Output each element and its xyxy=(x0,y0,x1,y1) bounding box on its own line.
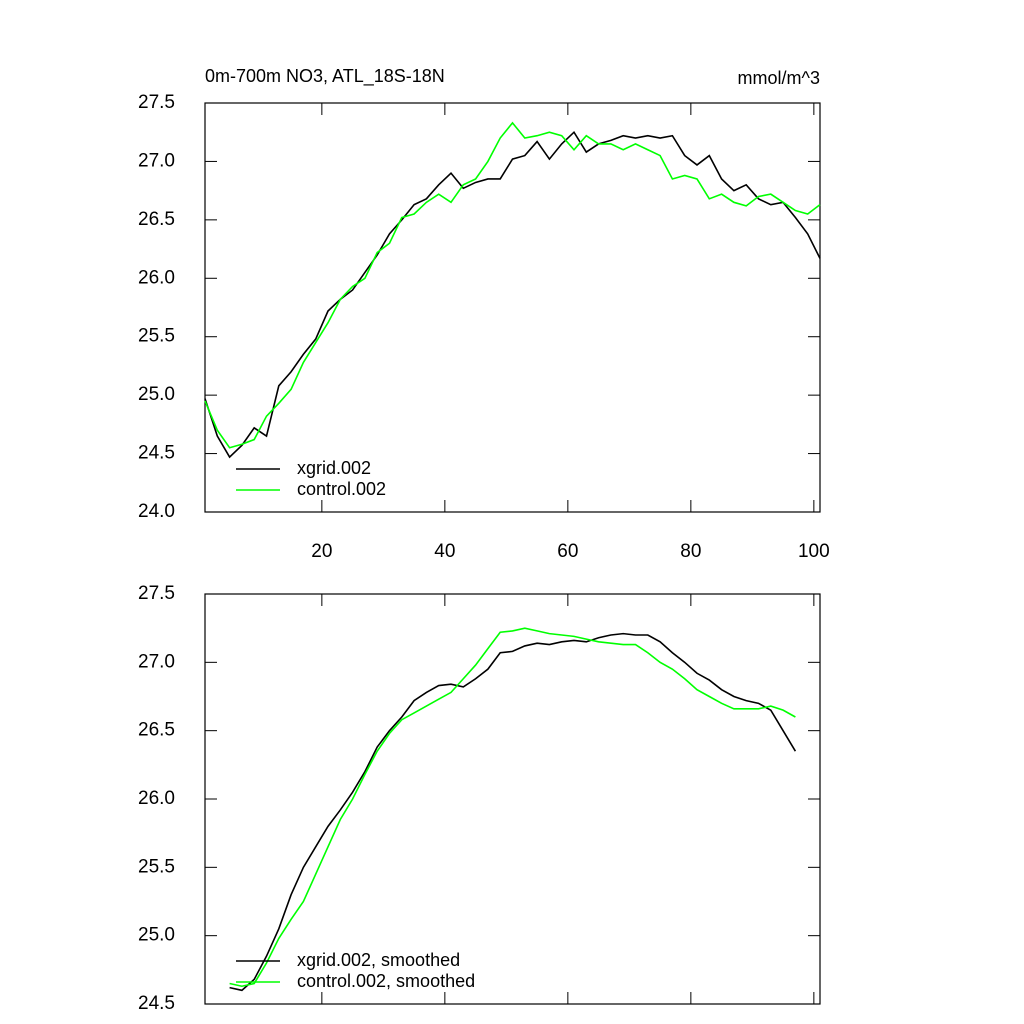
y-tick-label: 26.0 xyxy=(138,788,175,809)
y-tick-label: 27.0 xyxy=(138,150,175,171)
x-tick-label: 20 xyxy=(311,541,332,562)
y-tick-label: 27.0 xyxy=(138,651,175,672)
legend-label: control.002 xyxy=(297,479,386,499)
y-tick-label: 26.5 xyxy=(138,720,175,741)
plot-frame xyxy=(204,593,821,1005)
legend-label: xgrid.002, smoothed xyxy=(297,950,460,970)
y-tick-label: 25.5 xyxy=(138,326,175,347)
y-tick-label: 27.5 xyxy=(138,92,175,113)
y-tick-label: 25.5 xyxy=(138,856,175,877)
x-tick-label: 60 xyxy=(557,541,578,562)
x-tick-label: 40 xyxy=(434,541,455,562)
legend-label: control.002, smoothed xyxy=(297,971,475,991)
series-line xyxy=(204,130,821,459)
y-tick-label: 24.5 xyxy=(138,993,175,1014)
legend-label: xgrid.002 xyxy=(297,458,371,478)
y-tick-label: 24.5 xyxy=(138,443,175,464)
units-label: mmol/m^3 xyxy=(738,68,820,88)
y-tick-label: 26.0 xyxy=(138,267,175,288)
series-line xyxy=(229,627,796,988)
y-tick-label: 25.0 xyxy=(138,384,175,405)
y-tick-label: 25.0 xyxy=(138,925,175,946)
y-tick-label: 27.5 xyxy=(138,583,175,604)
x-tick-label: 100 xyxy=(798,541,830,562)
x-tick-label: 80 xyxy=(680,541,701,562)
y-tick-label: 26.5 xyxy=(138,209,175,230)
chart-title: 0m-700m NO3, ATL_18S-18N xyxy=(205,66,445,87)
series-line xyxy=(229,632,797,992)
y-tick-label: 24.0 xyxy=(138,501,175,522)
plot-frame xyxy=(204,102,821,513)
series-line xyxy=(204,121,821,449)
